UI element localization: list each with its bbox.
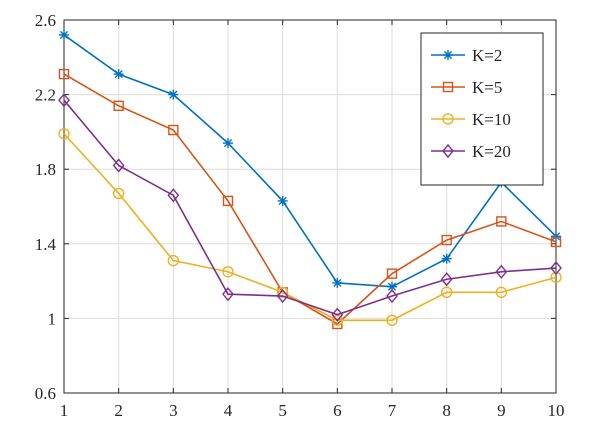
x-tick-label: 8 <box>442 401 451 420</box>
legend-item: K=20 <box>431 142 511 161</box>
data-point <box>550 260 562 276</box>
data-point <box>222 287 234 302</box>
y-tick-label: 0.6 <box>35 384 56 403</box>
series-line <box>63 133 557 322</box>
x-tick-label: 1 <box>60 401 69 420</box>
data-point <box>332 277 343 288</box>
plot-area-border <box>63 19 557 394</box>
y-tick-label: 2.6 <box>35 11 56 30</box>
data-point <box>387 281 397 292</box>
legend-item: K=5 <box>431 78 502 97</box>
series-group <box>58 29 562 330</box>
data-point <box>440 286 453 298</box>
legend-label: K=20 <box>472 142 511 161</box>
x-tick-label: 2 <box>114 401 123 420</box>
x-tick-label: 6 <box>333 401 342 420</box>
legend-label: K=2 <box>472 46 502 65</box>
data-point <box>167 254 180 267</box>
y-tick-label: 1 <box>48 309 57 328</box>
data-point <box>386 288 398 304</box>
series-line <box>63 34 557 288</box>
data-point <box>386 314 398 326</box>
data-point <box>441 234 452 246</box>
legend-item: K=10 <box>431 110 511 129</box>
legend: K=2 K=5 K=10 K=20 <box>420 32 544 186</box>
legend-label: K=5 <box>472 78 502 97</box>
data-point <box>223 138 233 149</box>
data-point <box>276 288 289 304</box>
data-point <box>496 216 507 227</box>
legend-label: K=10 <box>472 110 511 129</box>
y-tick-label: 2.2 <box>35 86 56 105</box>
legend-box <box>420 32 544 186</box>
grid <box>64 20 556 393</box>
data-point <box>168 124 179 136</box>
data-point <box>59 29 69 40</box>
x-tick-label: 4 <box>224 401 233 420</box>
data-point <box>277 195 288 206</box>
series-line <box>63 73 557 325</box>
data-point <box>168 89 179 100</box>
data-point <box>386 268 398 279</box>
data-point <box>551 231 561 242</box>
y-tick-label: 1.8 <box>35 160 56 179</box>
x-tick-label: 5 <box>278 401 287 420</box>
legend-marker <box>442 81 454 93</box>
data-point <box>440 272 453 287</box>
data-point <box>441 253 452 264</box>
series-line <box>63 99 557 316</box>
axis-ticks: 1 2 3 4 5 6 7 8 9 100.611.41.82.22.6 <box>35 11 565 420</box>
x-tick-label: 9 <box>497 401 506 420</box>
legend-marker <box>443 50 453 60</box>
data-point <box>58 68 70 80</box>
data-point <box>113 69 124 80</box>
data-point <box>112 187 125 200</box>
data-point <box>276 286 289 298</box>
y-tick-label: 1.4 <box>35 235 57 254</box>
x-tick-label: 7 <box>388 401 397 420</box>
series-k-5 <box>58 68 562 330</box>
data-point <box>112 158 125 173</box>
data-point <box>495 264 508 279</box>
legend-marker <box>442 113 454 125</box>
data-point <box>167 188 180 203</box>
data-point <box>58 93 70 108</box>
data-point <box>550 236 562 248</box>
data-point <box>113 100 124 111</box>
legend-marker <box>442 143 454 159</box>
data-point <box>495 286 508 298</box>
data-point <box>222 195 234 207</box>
data-point <box>222 266 234 278</box>
data-point <box>550 271 562 284</box>
series-k-20 <box>58 93 562 322</box>
legend-item: K=2 <box>431 46 502 65</box>
data-point <box>331 307 344 322</box>
x-tick-label: 10 <box>548 401 565 420</box>
x-tick-label: 3 <box>169 401 178 420</box>
data-point <box>58 128 70 140</box>
